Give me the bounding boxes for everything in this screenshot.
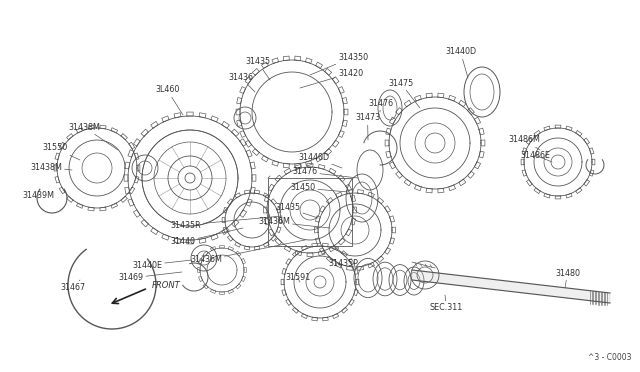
Bar [268, 178, 352, 246]
Text: 31436: 31436 [228, 73, 255, 92]
Text: 31438M: 31438M [30, 163, 72, 171]
Text: 31486M: 31486M [508, 135, 540, 150]
Text: 31440D: 31440D [298, 153, 342, 168]
Text: 31440D: 31440D [445, 48, 476, 78]
Text: 314350: 314350 [310, 52, 368, 75]
Polygon shape [412, 270, 610, 303]
Text: 31420: 31420 [300, 68, 363, 88]
Text: 31435: 31435 [245, 58, 270, 80]
Text: SEC.311: SEC.311 [430, 295, 463, 312]
Text: 31438M: 31438M [68, 122, 118, 150]
Text: 31476: 31476 [368, 99, 393, 112]
Text: 3L460: 3L460 [155, 86, 183, 115]
Text: 31440E: 31440E [132, 260, 192, 269]
Text: 31436M: 31436M [258, 218, 330, 228]
Text: 31469: 31469 [118, 272, 182, 282]
Text: 31550: 31550 [42, 144, 80, 160]
Text: 31476: 31476 [292, 167, 358, 178]
Text: 31591: 31591 [285, 273, 310, 282]
Text: 31436M: 31436M [190, 240, 305, 264]
Text: 31450: 31450 [290, 183, 348, 192]
Text: 31467: 31467 [60, 280, 85, 292]
Text: 31480: 31480 [555, 269, 580, 288]
Text: 31473: 31473 [355, 113, 380, 140]
Text: 31439M: 31439M [22, 190, 54, 199]
Text: 31475: 31475 [388, 78, 420, 108]
Text: 31435R: 31435R [170, 216, 282, 230]
Text: 31486E: 31486E [520, 151, 552, 162]
Text: ^3 - C0003: ^3 - C0003 [589, 353, 632, 362]
Text: 31435: 31435 [275, 203, 318, 218]
Text: 31440: 31440 [170, 228, 243, 247]
Text: FRONT: FRONT [152, 280, 180, 289]
Text: 31435P: 31435P [328, 259, 358, 272]
